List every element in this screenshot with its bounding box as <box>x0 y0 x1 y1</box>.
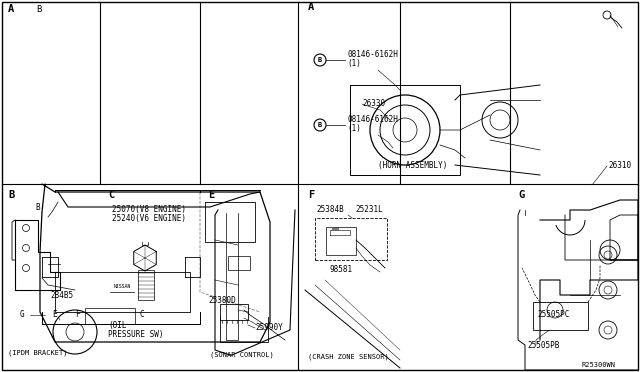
Text: (1): (1) <box>347 124 361 133</box>
Text: A: A <box>8 4 14 14</box>
Text: F: F <box>308 190 314 200</box>
Text: G: G <box>518 190 524 200</box>
Text: (CRASH ZONE SENSOR): (CRASH ZONE SENSOR) <box>308 353 388 359</box>
Bar <box>220 304 248 320</box>
Text: (OIL: (OIL <box>108 321 127 330</box>
Bar <box>228 256 250 270</box>
Text: A: A <box>308 2 314 12</box>
Text: 25380D: 25380D <box>208 296 236 305</box>
Text: 25240(V6 ENGINE): 25240(V6 ENGINE) <box>112 214 186 223</box>
Text: 25990Y: 25990Y <box>255 323 283 332</box>
Text: 25505PB: 25505PB <box>527 341 559 350</box>
Text: B: B <box>35 203 40 212</box>
Text: (IPDM BRACKET): (IPDM BRACKET) <box>8 350 67 356</box>
Text: R25300WN: R25300WN <box>582 362 616 368</box>
Circle shape <box>314 119 326 131</box>
Text: E: E <box>208 190 214 200</box>
Text: PRESSURE SW): PRESSURE SW) <box>108 330 163 339</box>
Bar <box>85 308 135 324</box>
Text: 26330: 26330 <box>362 99 385 108</box>
Text: B: B <box>8 190 14 200</box>
Circle shape <box>314 54 326 66</box>
Text: B: B <box>36 5 42 14</box>
Text: 25231L: 25231L <box>355 205 383 214</box>
Bar <box>138 270 154 300</box>
Bar <box>315 218 387 260</box>
Text: 25505PC: 25505PC <box>537 310 570 319</box>
Text: F: F <box>75 310 79 319</box>
Bar <box>326 227 356 255</box>
Text: G: G <box>20 310 24 319</box>
Text: (1): (1) <box>347 59 361 68</box>
Text: E: E <box>52 310 56 319</box>
Text: 284B5: 284B5 <box>50 291 73 300</box>
Bar <box>533 302 588 330</box>
Text: B: B <box>318 122 322 128</box>
Text: 08146-6162H: 08146-6162H <box>347 115 398 124</box>
Text: 25384B: 25384B <box>316 205 344 214</box>
Text: 26310: 26310 <box>608 161 631 170</box>
Text: (HORN ASSEMBLY): (HORN ASSEMBLY) <box>378 161 447 170</box>
Text: B: B <box>318 57 322 63</box>
Text: NISSAN: NISSAN <box>114 284 131 289</box>
Text: (SONAR CONTROL): (SONAR CONTROL) <box>210 352 274 359</box>
Text: C: C <box>108 190 115 200</box>
Text: C: C <box>140 310 145 319</box>
Text: 98581: 98581 <box>330 265 353 274</box>
Text: 08146-6162H: 08146-6162H <box>347 50 398 59</box>
Text: 25070(V8 ENGINE): 25070(V8 ENGINE) <box>112 205 186 214</box>
